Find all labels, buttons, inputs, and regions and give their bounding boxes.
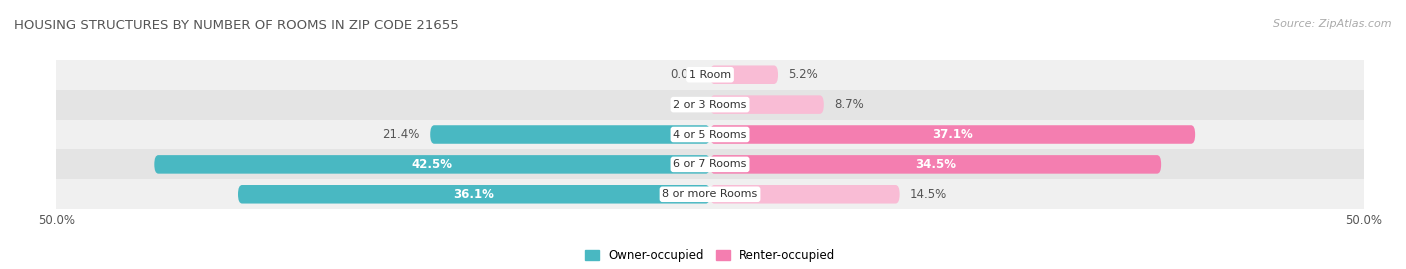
Text: 34.5%: 34.5% bbox=[915, 158, 956, 171]
Text: 1 Room: 1 Room bbox=[689, 70, 731, 80]
Bar bbox=[56, 150, 1364, 179]
Bar bbox=[56, 90, 1364, 119]
Text: 0.0%: 0.0% bbox=[669, 68, 700, 81]
FancyBboxPatch shape bbox=[430, 125, 710, 144]
FancyBboxPatch shape bbox=[710, 155, 1161, 174]
FancyBboxPatch shape bbox=[238, 185, 710, 204]
FancyBboxPatch shape bbox=[710, 185, 900, 204]
Text: 4 or 5 Rooms: 4 or 5 Rooms bbox=[673, 129, 747, 140]
Text: HOUSING STRUCTURES BY NUMBER OF ROOMS IN ZIP CODE 21655: HOUSING STRUCTURES BY NUMBER OF ROOMS IN… bbox=[14, 19, 458, 32]
Text: 0.0%: 0.0% bbox=[669, 98, 700, 111]
Text: 8 or more Rooms: 8 or more Rooms bbox=[662, 189, 758, 199]
Text: 14.5%: 14.5% bbox=[910, 188, 948, 201]
Text: 21.4%: 21.4% bbox=[382, 128, 420, 141]
FancyBboxPatch shape bbox=[710, 125, 1195, 144]
Text: 8.7%: 8.7% bbox=[834, 98, 865, 111]
Bar bbox=[56, 179, 1364, 209]
FancyBboxPatch shape bbox=[710, 95, 824, 114]
Legend: Owner-occupied, Renter-occupied: Owner-occupied, Renter-occupied bbox=[579, 245, 841, 267]
FancyBboxPatch shape bbox=[710, 65, 778, 84]
Bar bbox=[56, 60, 1364, 90]
Text: 6 or 7 Rooms: 6 or 7 Rooms bbox=[673, 160, 747, 169]
Text: 42.5%: 42.5% bbox=[412, 158, 453, 171]
FancyBboxPatch shape bbox=[155, 155, 710, 174]
Text: Source: ZipAtlas.com: Source: ZipAtlas.com bbox=[1274, 19, 1392, 29]
Text: 36.1%: 36.1% bbox=[454, 188, 495, 201]
Text: 37.1%: 37.1% bbox=[932, 128, 973, 141]
Bar bbox=[56, 119, 1364, 150]
Text: 2 or 3 Rooms: 2 or 3 Rooms bbox=[673, 100, 747, 109]
Text: 5.2%: 5.2% bbox=[789, 68, 818, 81]
